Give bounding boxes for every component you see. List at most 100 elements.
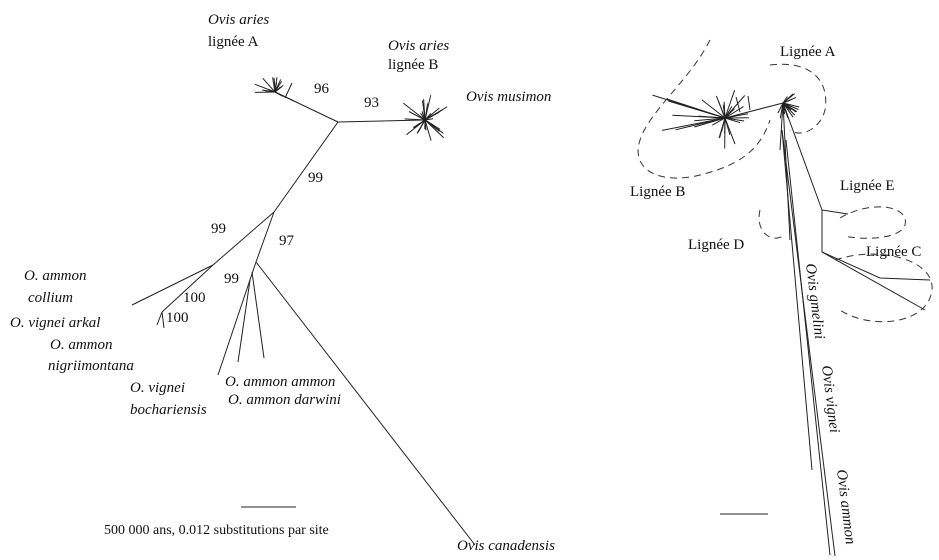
leaf-branch bbox=[711, 117, 726, 126]
species-label: Ovis ammon bbox=[833, 469, 858, 546]
leaf-branch bbox=[274, 85, 284, 93]
branch bbox=[747, 95, 751, 111]
leaf-branch bbox=[254, 83, 276, 93]
leaf-branch bbox=[262, 77, 276, 93]
leaf-branch bbox=[416, 119, 426, 134]
lineage-outline bbox=[834, 253, 933, 323]
leaf-branch bbox=[782, 102, 789, 119]
leaf-branch bbox=[724, 106, 744, 119]
leaf-branch bbox=[782, 96, 797, 104]
branch bbox=[161, 311, 165, 329]
branch bbox=[284, 82, 293, 99]
leaf-branch bbox=[408, 111, 426, 121]
branch bbox=[779, 102, 784, 151]
taxon-label: O. vignei bbox=[130, 380, 185, 396]
taxon-label: O. vignei arkal bbox=[10, 315, 100, 331]
branch bbox=[337, 119, 426, 123]
leaf-branch bbox=[779, 102, 784, 119]
leaf-branch bbox=[694, 117, 726, 122]
branch bbox=[161, 264, 214, 313]
leaf-branch bbox=[724, 95, 746, 119]
taxon-label: O. ammon darwini bbox=[228, 392, 341, 408]
leaf-branch bbox=[424, 119, 427, 131]
taxon-label: lignée B bbox=[388, 57, 438, 73]
leaf-branch bbox=[424, 119, 440, 132]
leaf-branch bbox=[274, 82, 276, 93]
leaf-branch bbox=[782, 93, 794, 104]
lineage-label: Lignée D bbox=[688, 237, 744, 253]
branch bbox=[782, 102, 823, 211]
leaf-branch bbox=[424, 109, 443, 121]
taxon-label: O. ammon bbox=[50, 337, 113, 353]
leaf-branch bbox=[724, 117, 745, 122]
leaf-branch bbox=[715, 95, 726, 119]
leaf-branch bbox=[424, 103, 429, 121]
leaf-branch bbox=[652, 94, 726, 119]
leaf-branch bbox=[424, 119, 432, 141]
branch bbox=[724, 102, 784, 119]
support-value: 99 bbox=[308, 170, 323, 186]
branch bbox=[212, 211, 275, 266]
taxon-label: O. ammon ammon bbox=[225, 374, 335, 390]
branch bbox=[156, 311, 163, 326]
leaf-branch bbox=[402, 102, 426, 121]
taxon-label: lignée A bbox=[208, 34, 259, 50]
leaf-branch bbox=[701, 99, 726, 119]
leaf-branch bbox=[662, 117, 726, 131]
branch bbox=[821, 251, 926, 311]
lineage-outline bbox=[839, 206, 906, 239]
support-value: 97 bbox=[279, 233, 295, 249]
support-value: 100 bbox=[183, 290, 206, 306]
taxon-label: Ovis aries bbox=[208, 12, 269, 28]
leaf-branch bbox=[413, 119, 426, 129]
taxon-label: Ovis musimon bbox=[466, 89, 551, 105]
branch bbox=[781, 129, 813, 471]
branch bbox=[782, 102, 791, 241]
leaf-branch bbox=[672, 114, 726, 119]
branch bbox=[785, 139, 831, 556]
lineage-outline bbox=[758, 209, 786, 239]
taxon-label: Ovis aries bbox=[388, 38, 449, 54]
lineage-label: Lignée C bbox=[866, 244, 921, 260]
leaf-branch bbox=[724, 117, 731, 135]
branch bbox=[273, 121, 339, 213]
leaf-branch bbox=[722, 104, 726, 119]
branches bbox=[131, 77, 931, 557]
support-value: 96 bbox=[314, 81, 330, 97]
taxon-label: Ovis canadensis bbox=[457, 538, 555, 554]
support-value: 99 bbox=[224, 271, 239, 287]
branch bbox=[781, 129, 836, 557]
branch bbox=[821, 209, 849, 215]
leaf-branch bbox=[420, 112, 426, 121]
scale-label: 500 000 ans, 0.012 substitutions par sit… bbox=[104, 523, 329, 538]
support-value: 100 bbox=[166, 310, 189, 326]
branch bbox=[821, 210, 931, 281]
taxon-label: collium bbox=[28, 290, 73, 306]
leaf-branch bbox=[423, 99, 426, 121]
branch bbox=[255, 261, 476, 546]
branch bbox=[131, 264, 214, 306]
taxon-label: bochariensis bbox=[130, 402, 207, 418]
leaf-branch bbox=[724, 90, 736, 119]
leaf-branch bbox=[777, 102, 784, 114]
leaf-branch bbox=[719, 117, 726, 138]
support-value: 99 bbox=[211, 221, 226, 237]
lineage-label: Lignée B bbox=[630, 184, 685, 200]
leaf-branch bbox=[782, 102, 799, 110]
taxon-label: O. ammon bbox=[24, 268, 87, 284]
leaf-branch bbox=[274, 91, 284, 97]
leaf-branch bbox=[274, 79, 282, 93]
leaf-branch bbox=[782, 102, 796, 116]
species-label: Ovis vignei bbox=[818, 365, 842, 434]
leaf-branch bbox=[404, 118, 426, 121]
lineage-label: Lignée E bbox=[840, 178, 895, 194]
support-value: 93 bbox=[364, 95, 379, 111]
leaf-branch bbox=[724, 113, 749, 119]
lineage-outline bbox=[637, 39, 771, 179]
branch bbox=[255, 211, 275, 263]
branch bbox=[251, 271, 265, 359]
lineage-outline bbox=[769, 63, 827, 134]
lineage-label: Lignée A bbox=[780, 44, 836, 60]
taxon-label: nigriimontana bbox=[48, 358, 134, 374]
